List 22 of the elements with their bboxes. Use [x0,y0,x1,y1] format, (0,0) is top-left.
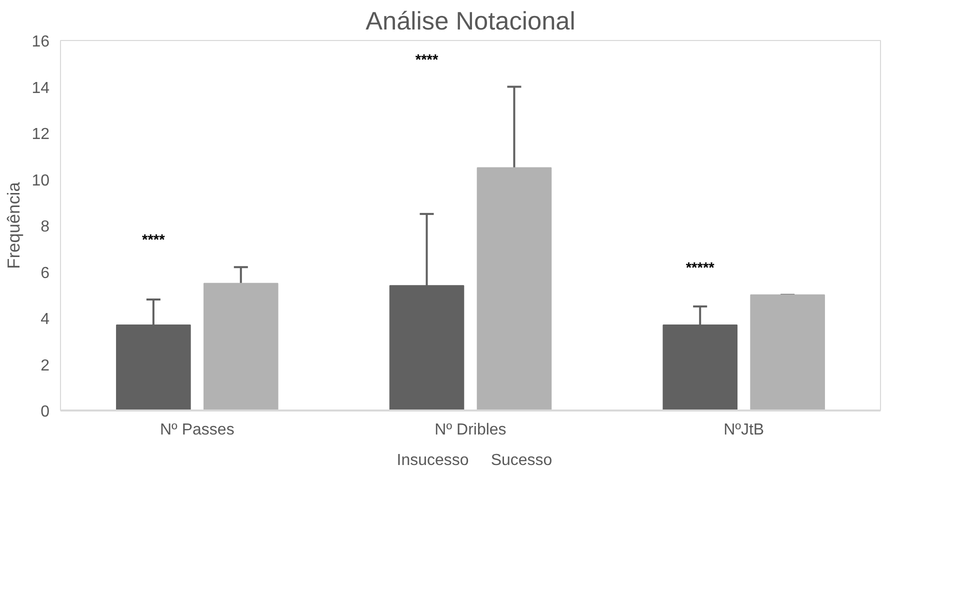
bar [476,167,552,410]
y-tick-label: 16 [32,34,50,50]
y-tick-label: 10 [32,172,50,190]
x-tick-label: Nº Passes [160,422,234,438]
y-axis-title: Frequência [4,182,24,269]
bar [204,282,278,410]
y-tick-label: 0 [40,404,50,420]
y-tick-label: 4 [40,311,50,328]
y-tick-label: 2 [40,357,50,374]
x-tick-label: Nº Dribles [434,422,506,438]
x-tick-label: NºJtB [724,422,764,438]
y-tick-label: 12 [32,126,50,143]
bar [750,294,825,410]
text: Insucesso [396,452,469,470]
y-tick-label: 14 [32,80,50,97]
text: Sucesso [490,452,552,470]
annotation: **** [415,52,438,68]
annotation: **** [142,232,166,249]
chart-title: Análise Notacional [366,8,576,36]
annotation: ***** [686,260,715,276]
y-tick-label: 8 [40,218,50,236]
y-tick-label: 6 [40,264,50,282]
